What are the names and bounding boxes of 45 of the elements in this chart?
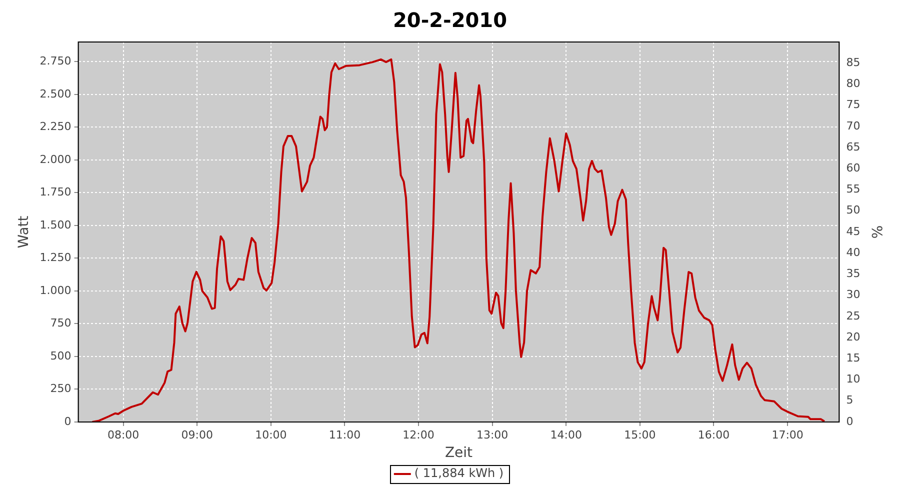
y2-axis-title: %	[868, 225, 884, 239]
y2-tick-label: 5	[846, 394, 854, 407]
y-tick-label: 1.000	[40, 284, 72, 297]
y-tick-label: 750	[50, 316, 72, 330]
x-tick-label: 16:00	[698, 428, 730, 442]
x-tick-label: 11:00	[328, 428, 361, 442]
x-tick-label: 10:00	[255, 428, 287, 442]
y-tick-label: 2.750	[40, 54, 72, 68]
x-tick-label: 09:00	[181, 428, 213, 442]
y2-tick-label: 0	[846, 414, 854, 428]
y2-tick-label: 65	[846, 140, 860, 154]
y2-tick-label: 70	[846, 119, 860, 132]
y2-tick-label: 85	[846, 56, 860, 69]
chart-title: 20-2-2010	[392, 8, 508, 32]
y2-tick-label: 60	[846, 162, 860, 175]
y2-tick-label: 55	[846, 182, 860, 196]
y2-tick-label: 80	[846, 77, 860, 90]
y2-tick-label: 30	[846, 288, 860, 302]
x-tick-label: 12:00	[402, 428, 434, 442]
y2-tick-label: 15	[846, 352, 860, 365]
y2-tick-label: 75	[846, 98, 860, 112]
y2-tick-label: 35	[846, 267, 860, 280]
y-tick-label: 250	[50, 382, 72, 396]
legend-label: ( 11,884 kWh )	[414, 466, 504, 480]
x-tick-label: 08:00	[107, 428, 140, 442]
y2-tick-label: 20	[846, 330, 860, 344]
y2-tick-label: 25	[846, 309, 860, 322]
y2-tick-label: 45	[846, 224, 860, 238]
x-tick-label: 14:00	[550, 428, 582, 442]
x-tick-label: 13:00	[476, 428, 508, 442]
y-tick-label: 1.250	[40, 251, 72, 264]
y2-tick-label: 10	[846, 372, 860, 386]
y-axis-title: Watt	[16, 215, 32, 248]
x-tick-label: 17:00	[772, 428, 804, 442]
y-tick-label: 2.250	[40, 120, 72, 134]
y-tick-label: 2.000	[40, 152, 72, 166]
x-axis-title: Zeit	[444, 445, 474, 462]
y-tick-label: 0	[64, 414, 72, 428]
y-tick-label: 2.500	[40, 87, 72, 100]
y-tick-label: 500	[50, 349, 72, 362]
y2-tick-label: 50	[846, 204, 860, 217]
y2-tick-label: 40	[846, 246, 860, 259]
y-tick-label: 1.500	[40, 218, 72, 232]
x-tick-label: 15:00	[624, 428, 656, 442]
y-tick-label: 1.750	[40, 186, 72, 199]
